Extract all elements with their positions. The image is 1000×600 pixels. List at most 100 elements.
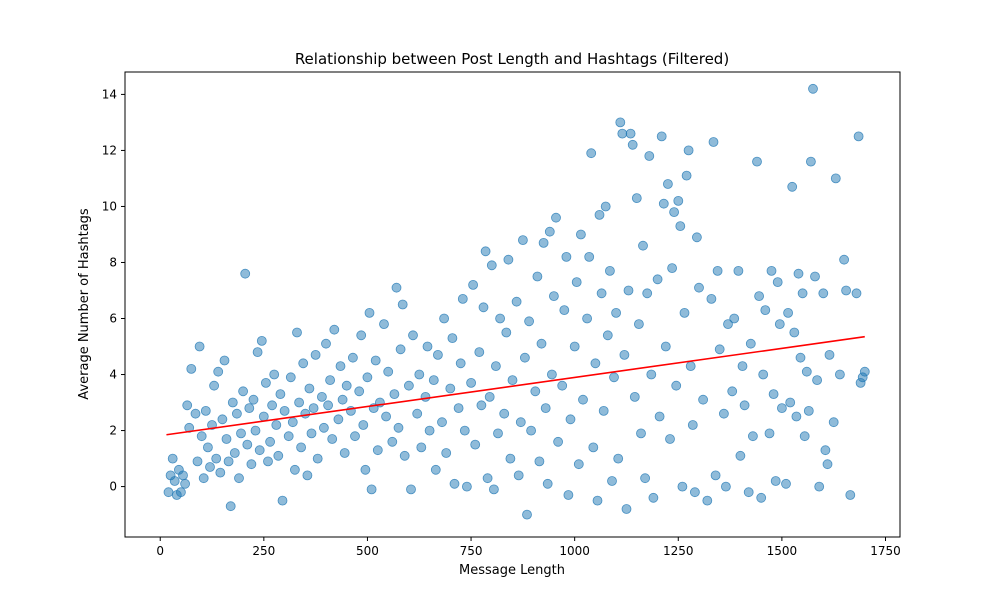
y-tick-label: 2 (109, 424, 117, 438)
data-point (584, 251, 595, 262)
data-point (285, 372, 296, 383)
data-point (163, 487, 174, 498)
data-point (615, 117, 626, 128)
data-point (321, 338, 331, 349)
data-point (733, 265, 744, 276)
data-point (468, 279, 479, 290)
y-tick-label: 6 (109, 312, 117, 326)
data-point (488, 484, 499, 495)
data-point (687, 420, 698, 430)
data-point (526, 425, 536, 436)
x-tick-label: 500 (356, 544, 379, 558)
data-point (337, 394, 348, 405)
data-point (835, 369, 845, 380)
data-point (605, 265, 615, 276)
data-point (727, 386, 738, 397)
data-point (455, 358, 466, 369)
trend-line (166, 335, 865, 436)
data-point (490, 361, 501, 372)
data-point (719, 408, 729, 419)
data-point (422, 341, 433, 352)
data-point (459, 425, 470, 436)
data-point (559, 305, 570, 316)
data-point (760, 305, 771, 316)
data-point (283, 431, 294, 442)
data-point (652, 274, 663, 285)
data-point (534, 456, 545, 467)
data-point (439, 313, 450, 324)
data-point (323, 400, 334, 411)
data-point (370, 355, 381, 366)
data-point (461, 481, 472, 492)
data-point (478, 302, 489, 313)
data-point (783, 307, 793, 318)
data-point (640, 473, 650, 484)
data-point (287, 417, 298, 428)
data-point (636, 428, 646, 439)
data-point (588, 442, 599, 453)
data-point (441, 448, 452, 458)
data-point (169, 476, 180, 486)
data-point (381, 411, 392, 422)
x-tick-label: 1000 (559, 544, 590, 558)
data-point (623, 285, 634, 296)
data-point (660, 341, 671, 352)
data-point (524, 316, 534, 327)
data-point (774, 319, 785, 330)
data-point (304, 383, 315, 394)
data-point (845, 490, 856, 500)
data-point (248, 394, 259, 405)
data-point (642, 288, 653, 299)
data-point (694, 282, 704, 293)
data-point (227, 397, 238, 408)
data-point (561, 251, 572, 262)
data-point (395, 344, 406, 355)
data-point (573, 459, 584, 470)
axes-frame (124, 71, 901, 538)
data-point (196, 431, 207, 442)
data-point (793, 268, 804, 279)
data-point (269, 369, 280, 380)
data-point (853, 131, 864, 142)
data-point (449, 478, 460, 489)
data-point (277, 495, 288, 506)
data-point (791, 411, 802, 422)
x-tick-label: 1750 (870, 544, 901, 558)
data-point (358, 420, 369, 430)
data-point (354, 386, 365, 397)
data-point (569, 341, 580, 352)
data-point (493, 428, 503, 439)
data-point (205, 462, 215, 472)
data-point (341, 380, 352, 391)
data-point (325, 375, 336, 386)
data-point (298, 358, 309, 369)
data-point (586, 148, 597, 159)
data-point (194, 341, 205, 352)
y-tick-label: 0 (109, 480, 117, 494)
data-point (565, 414, 576, 425)
data-point (737, 361, 748, 372)
data-point (412, 408, 423, 419)
data-point (339, 448, 350, 458)
data-point (810, 271, 820, 282)
data-point (432, 349, 443, 360)
data-point (658, 198, 669, 209)
data-point (175, 487, 186, 498)
data-point (180, 478, 191, 489)
data-point (356, 330, 367, 341)
data-point (656, 131, 667, 142)
data-point (677, 481, 688, 492)
data-point (447, 333, 458, 344)
data-point (217, 414, 228, 425)
data-point (538, 237, 549, 248)
x-tick-label: 750 (460, 544, 483, 558)
data-point (403, 380, 414, 391)
data-point (202, 442, 213, 453)
data-point (466, 377, 477, 388)
data-point (364, 307, 375, 318)
data-point (553, 436, 563, 447)
data-point (690, 487, 700, 498)
data-point (198, 473, 209, 484)
data-point (770, 476, 781, 486)
